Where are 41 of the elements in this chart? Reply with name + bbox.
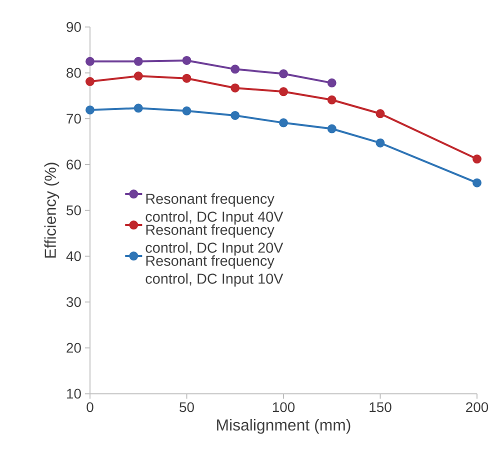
point <box>376 109 385 118</box>
point <box>230 110 240 120</box>
point <box>327 95 336 104</box>
y-tick-label: 20 <box>66 342 81 353</box>
point <box>86 105 94 114</box>
x-axis-title: Misalignment (mm) <box>217 418 350 434</box>
legend-label: Resonant frequency control, DC Input 10V <box>146 255 284 287</box>
point <box>230 83 240 92</box>
point <box>182 106 192 116</box>
y-tick-label: 40 <box>66 251 81 262</box>
point <box>472 154 482 164</box>
y-tick-label: 90 <box>66 22 81 32</box>
point <box>279 69 288 78</box>
x-tick-label: 0 <box>86 402 94 412</box>
point <box>230 64 240 74</box>
point <box>327 78 336 88</box>
x-tick-label: 150 <box>370 402 392 412</box>
legend-label: Resonant frequency control, DC Input 20V <box>146 224 284 256</box>
y-axis-title: Efficiency (%) <box>44 162 60 258</box>
point <box>134 72 143 81</box>
point <box>182 56 192 65</box>
y-tick-label: 70 <box>66 114 81 124</box>
y-tick-label: 10 <box>67 388 81 399</box>
x-tick-label: 100 <box>272 402 295 412</box>
point <box>134 56 143 66</box>
point <box>86 56 94 66</box>
y-tick-label: 50 <box>66 205 81 216</box>
point <box>279 118 288 128</box>
point <box>182 74 192 83</box>
y-tick-label: 30 <box>66 297 81 307</box>
point <box>279 87 288 96</box>
legend-label: Resonant frequency control, DC Input 40V <box>146 193 284 225</box>
point <box>376 138 385 148</box>
point <box>327 124 336 134</box>
x-tick-label: 200 <box>466 402 488 412</box>
point <box>134 104 143 113</box>
point <box>86 77 94 86</box>
x-tick-label: 50 <box>180 402 194 412</box>
y-tick-label: 80 <box>66 68 81 78</box>
y-tick-label: 60 <box>66 160 81 170</box>
point <box>472 178 482 188</box>
